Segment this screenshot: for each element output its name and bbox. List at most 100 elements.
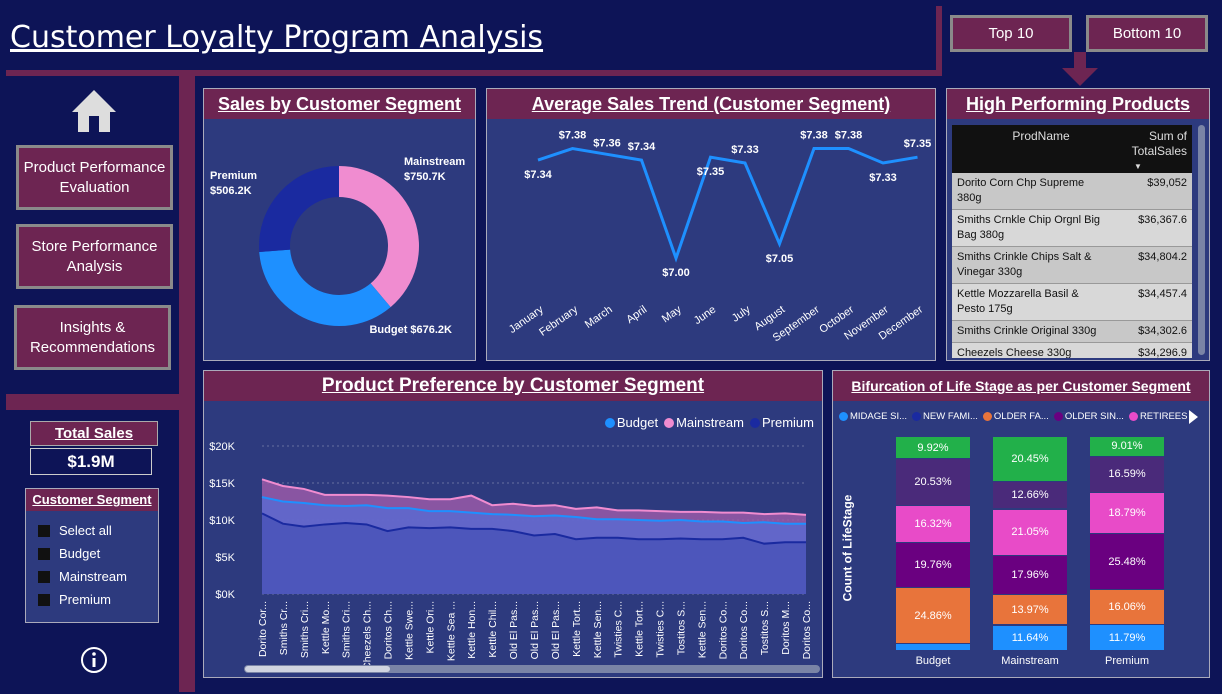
nav-insights-button[interactable]: Insights & Recommendations: [14, 305, 171, 370]
legend-item[interactable]: OLDER SIN...: [1053, 411, 1124, 422]
trend-panel: Average Sales Trend (Customer Segment) $…: [486, 88, 936, 361]
page-title: Customer Loyalty Program Analysis: [10, 20, 544, 55]
trend-data-label: $7.34: [628, 141, 656, 153]
stack-segment[interactable]: 17.96%: [993, 555, 1067, 594]
legend-item-budget[interactable]: Budget: [604, 415, 658, 430]
table-row[interactable]: Cheezels Cheese 330g $34,296.9: [952, 343, 1192, 358]
legend-item[interactable]: RETIREES: [1128, 411, 1187, 422]
stack-segment[interactable]: [896, 644, 970, 650]
stack-segment[interactable]: 16.32%: [896, 506, 970, 543]
stack-segment[interactable]: 16.06%: [1090, 590, 1164, 625]
table-row[interactable]: Smiths Crnkle Chip Orgnl Big Bag 380g $36…: [952, 210, 1192, 247]
line-mainstream[interactable]: [261, 478, 807, 516]
top-10-button[interactable]: Top 10: [950, 15, 1072, 52]
trend-data-label: $7.35: [904, 138, 932, 150]
cell-totalsales: $34,302.6: [1138, 325, 1187, 337]
table-row[interactable]: Smiths Crinkle Chips Salt & Vinegar 330g…: [952, 247, 1192, 284]
stack-segment[interactable]: 12.66%: [993, 481, 1067, 509]
trend-data-label: $7.00: [662, 267, 690, 279]
pref-x-tick: Kettle Tort...: [571, 601, 583, 657]
stack-segment[interactable]: 20.45%: [993, 437, 1067, 481]
kpi-value: $1.9M: [30, 448, 152, 475]
table-scrollbar[interactable]: [1198, 125, 1205, 355]
stack-segment[interactable]: 11.64%: [993, 625, 1067, 650]
donut-slice-premium[interactable]: [259, 166, 339, 252]
checkbox-icon[interactable]: [38, 570, 50, 583]
pref-y-tick: $0K: [215, 589, 235, 601]
table-row[interactable]: Kettle Mozzarella Basil & Pesto 175g $34,…: [952, 284, 1192, 321]
pref-x-tick: Doritos Co...: [738, 601, 750, 659]
trend-x-tick: April: [624, 304, 649, 326]
pref-x-tick: Twisties C...: [613, 601, 625, 658]
bottom-10-button[interactable]: Bottom 10: [1086, 15, 1208, 52]
home-icon[interactable]: [70, 88, 118, 134]
pref-x-tick: Tostitos S...: [675, 601, 687, 655]
legend-item[interactable]: NEW FAMI...: [912, 411, 978, 422]
stack-segment[interactable]: 19.76%: [896, 543, 970, 587]
stack-segment[interactable]: 21.05%: [993, 509, 1067, 555]
legend-item[interactable]: OLDER FA...: [982, 411, 1049, 422]
donut-slice-budget[interactable]: [259, 249, 391, 326]
lifestage-panel: Bifurcation of Life Stage as per Custome…: [832, 370, 1210, 678]
slicer-option-mainstream[interactable]: Mainstream: [38, 565, 158, 588]
trend-data-label: $7.34: [524, 169, 552, 181]
stack-segment[interactable]: 25.48%: [1090, 534, 1164, 589]
nav-product-performance-button[interactable]: Product Performance Evaluation: [16, 145, 173, 210]
stack-segment[interactable]: 20.53%: [896, 459, 970, 506]
slicer-option-select-all[interactable]: Select all: [38, 519, 158, 542]
trend-x-tick: March: [583, 304, 615, 331]
scrollbar-thumb[interactable]: [245, 666, 390, 672]
stack-segment[interactable]: 11.79%: [1090, 625, 1164, 650]
stack-segment[interactable]: 13.97%: [993, 594, 1067, 625]
nav-store-performance-button[interactable]: Store Performance Analysis: [16, 224, 173, 289]
stack-segment[interactable]: 16.59%: [1090, 456, 1164, 493]
lifestage-x-tick: Mainstream: [1001, 655, 1059, 667]
trend-x-tick: June: [692, 304, 718, 328]
table-header: ProdName Sum of TotalSales ▼: [952, 125, 1192, 173]
trend-x-tick: February: [537, 303, 580, 338]
info-icon[interactable]: [80, 646, 108, 674]
trend-data-label: $7.38: [559, 130, 587, 142]
stack-segment[interactable]: 18.79%: [1090, 493, 1164, 534]
stack-segment[interactable]: 9.92%: [896, 437, 970, 459]
checkbox-icon[interactable]: [38, 593, 50, 606]
legend-item[interactable]: MIDAGE SI...: [839, 411, 907, 422]
legend-item-mainstream[interactable]: Mainstream: [664, 415, 744, 430]
pref-x-tick: Old El Pas...: [508, 601, 520, 659]
cell-totalsales: $34,804.2: [1138, 251, 1187, 263]
slicer-title: Customer Segment: [26, 489, 158, 511]
stack-segment[interactable]: 9.01%: [1090, 437, 1164, 456]
preference-legend: Budget Mainstream Premium: [604, 415, 814, 430]
pref-y-tick: $15K: [209, 478, 235, 490]
legend-next-icon[interactable]: [1187, 409, 1199, 425]
pref-x-tick: Old El Pas...: [529, 601, 541, 659]
donut-slice-mainstream[interactable]: [339, 166, 419, 308]
slicer-option-premium[interactable]: Premium: [38, 588, 158, 611]
pref-y-tick: $10K: [209, 515, 235, 527]
donut-chart[interactable]: Mainstream $750.7K Budget $676.2K Premium $5…: [204, 119, 475, 360]
table-row[interactable]: Dorito Corn Chp Supreme 380g $39,052: [952, 173, 1192, 210]
products-panel: High Performing Products ProdName Sum of…: [946, 88, 1210, 361]
pref-x-tick: Doritos Ch...: [383, 601, 395, 659]
trend-chart[interactable]: $7.34 $7.38 $7.36 $7.34 $7.00 $7.35 $7.33 $7.05…: [487, 119, 935, 360]
col-prodname[interactable]: ProdName: [1012, 129, 1070, 143]
preference-chart[interactable]: $0K $5K $10K $15K $20K Dorito Cor... Smiths Cr…: [204, 401, 822, 677]
legend-item-premium[interactable]: Premium: [749, 415, 814, 430]
sidebar-divider-h: [6, 394, 186, 410]
donut-panel: Sales by Customer Segment Mainstream $750…: [203, 88, 476, 361]
line-premium[interactable]: [261, 512, 806, 545]
checkbox-icon[interactable]: [38, 547, 50, 560]
slicer-option-budget[interactable]: Budget: [38, 542, 158, 565]
table-row[interactable]: Smiths Crinkle Original 330g $34,302.6: [952, 321, 1192, 343]
trend-line[interactable]: [537, 147, 918, 263]
col-totalsales[interactable]: Sum of TotalSales ▼: [1130, 125, 1192, 173]
preference-panel: Product Preference by Customer Segment B…: [203, 370, 823, 678]
trend-title: Average Sales Trend (Customer Segment): [487, 89, 935, 119]
stack-segment[interactable]: 24.86%: [896, 587, 970, 644]
lifestage-x-tick: Budget: [915, 655, 951, 667]
checkbox-icon[interactable]: [38, 524, 50, 537]
pref-x-tick: Kettle Chil...: [487, 601, 499, 658]
area-premium[interactable]: [262, 513, 806, 594]
trend-data-label: $7.38: [835, 130, 863, 142]
line-budget[interactable]: [261, 496, 806, 525]
